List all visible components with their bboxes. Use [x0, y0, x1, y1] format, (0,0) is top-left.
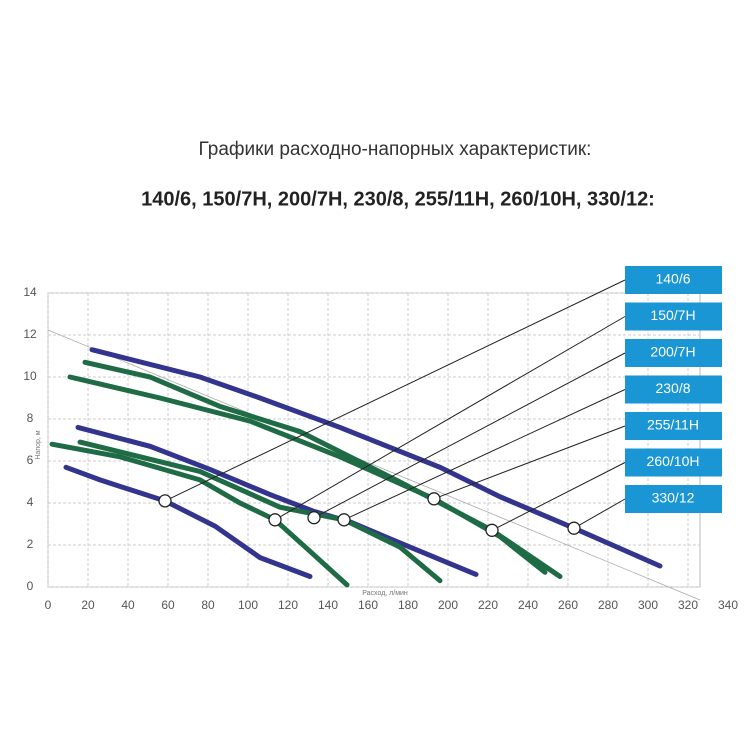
- x-tick-label: 40: [121, 598, 135, 612]
- y-tick-label: 14: [23, 285, 37, 299]
- series-line: [63, 464, 313, 579]
- legend-label: 150/7H: [650, 307, 695, 323]
- operating-point: [567, 521, 581, 535]
- legend-box: [625, 412, 722, 440]
- diagonal: [47, 329, 701, 601]
- leader-line: [491, 462, 626, 531]
- chart-subtitle: 140/6, 150/7H, 200/7H, 230/8, 255/11H, 2…: [141, 188, 655, 210]
- y-tick-label: 12: [23, 327, 37, 341]
- series-line: [67, 374, 548, 575]
- series-line: [49, 441, 350, 588]
- x-tick-label: 220: [478, 598, 498, 612]
- x-tick-label: 200: [438, 598, 458, 612]
- legend-box: [625, 448, 722, 477]
- x-tick-label: 240: [518, 598, 538, 612]
- x-tick-label: 120: [278, 598, 298, 612]
- x-tick-label: 280: [598, 598, 618, 612]
- legend-label: 255/11H: [647, 417, 699, 433]
- operating-point: [307, 511, 321, 525]
- series-line: [89, 347, 663, 569]
- y-tick-label: 10: [23, 369, 37, 383]
- y-tick-label: 4: [27, 495, 34, 509]
- operating-point: [337, 513, 351, 527]
- legend-box: [625, 485, 722, 513]
- x-axis-label: Расход, л/мин: [362, 590, 408, 597]
- x-tick-label: 160: [358, 598, 378, 612]
- y-axis-label: Напор, м: [35, 430, 42, 459]
- operating-point: [485, 523, 499, 537]
- x-tick-label: 100: [238, 598, 258, 612]
- x-tick-label: 180: [398, 598, 418, 612]
- x-tick-label: 0: [45, 598, 52, 612]
- y-tick-label: 8: [27, 411, 34, 425]
- legend-box: [625, 266, 722, 294]
- x-tick-label: 80: [201, 598, 215, 612]
- leader-line: [274, 316, 626, 521]
- x-tick-label: 300: [638, 598, 658, 612]
- x-tick-label: 320: [678, 598, 698, 612]
- x-tick-label: 140: [318, 598, 338, 612]
- series-line: [75, 424, 479, 577]
- chart-title: Графики расходно-напорных характеристик:: [199, 139, 592, 160]
- legend-label: 200/7H: [650, 344, 695, 360]
- legend-label: 140/6: [655, 271, 690, 287]
- leader-line: [313, 352, 626, 519]
- x-tick-label: 260: [558, 598, 578, 612]
- y-tick-label: 6: [27, 453, 34, 467]
- legend-label: 330/12: [652, 490, 695, 506]
- y-tick-label: 2: [27, 537, 34, 551]
- legend-box: [625, 375, 722, 404]
- operating-point: [268, 513, 282, 527]
- leader-line: [573, 498, 626, 529]
- operating-point: [158, 494, 172, 508]
- legend-label: 260/10H: [647, 453, 700, 469]
- x-tick-label: 60: [161, 598, 175, 612]
- leader-line: [433, 425, 626, 500]
- legend-box: [625, 302, 722, 331]
- operating-point: [427, 492, 441, 506]
- legend-label: 230/8: [655, 380, 690, 396]
- x-tick-label: 340: [718, 598, 738, 612]
- x-tick-label: 20: [81, 598, 95, 612]
- leader-line: [164, 279, 626, 502]
- leader-line: [343, 389, 626, 521]
- legend-box: [625, 339, 722, 367]
- y-tick-label: 0: [27, 579, 34, 593]
